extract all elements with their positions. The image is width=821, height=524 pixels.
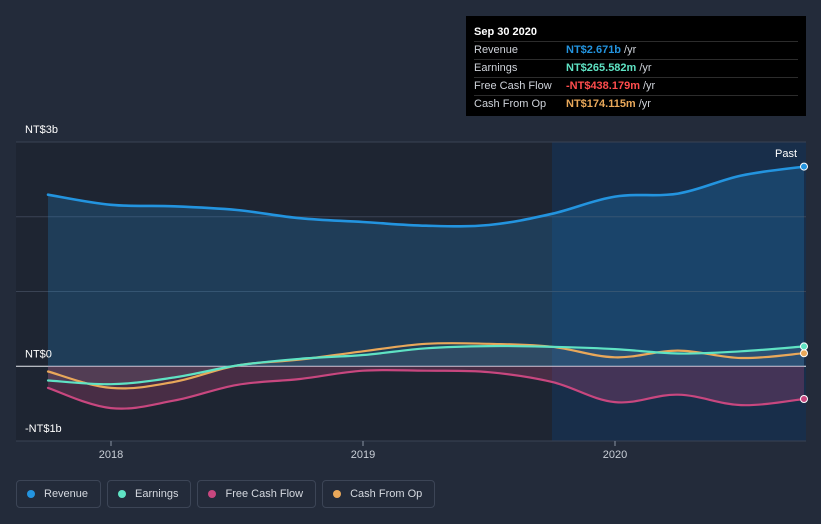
tooltip-row-free-cash-flow: Free Cash Flow -NT$438.179m /yr: [474, 78, 798, 96]
revenue-area: [48, 166, 804, 367]
legend-dot-icon: [118, 490, 127, 498]
tooltip-panel: Sep 30 2020 Revenue NT$2.671b /yr Earnin…: [466, 16, 806, 116]
earnings-point: [614, 348, 617, 351]
earnings-point: [677, 352, 680, 355]
tooltip-unit: /yr: [643, 80, 656, 92]
cash-from-op-point: [800, 349, 808, 358]
cash-from-op-point: [173, 380, 176, 383]
y-tick-label: NT$0: [25, 348, 52, 360]
tooltip-unit: /yr: [638, 98, 651, 110]
tooltip-value: -NT$438.179m: [566, 80, 640, 92]
earnings-revenue-chart: NT$3b NT$0 -NT$1b 2018 2019 2020 Past: [16, 124, 808, 461]
free-cash-flow-point: [47, 386, 50, 389]
x-tick-label: 2018: [99, 449, 123, 461]
cash-from-op-point: [425, 342, 428, 345]
legend-label: Revenue: [44, 488, 89, 500]
revenue-point: [362, 220, 365, 223]
cash-from-op-point: [47, 370, 50, 373]
free-cash-flow-point: [551, 380, 554, 383]
tooltip-date: Sep 30 2020: [474, 24, 798, 42]
free-cash-flow-area: [48, 366, 804, 409]
tooltip-unit: /yr: [624, 44, 637, 56]
earnings-point: [800, 342, 808, 351]
legend-item-cash-from-op[interactable]: Cash From Op: [322, 480, 436, 508]
legend-label: Cash From Op: [350, 488, 423, 500]
free-cash-flow-point: [740, 404, 743, 407]
legend-dot-icon: [27, 490, 35, 498]
free-cash-flow-point: [425, 369, 428, 372]
revenue-line: [46, 165, 806, 228]
tooltip-value: NT$2.671b: [566, 44, 622, 56]
cash-from-op-line: [46, 341, 806, 390]
earnings-point: [236, 364, 239, 367]
earnings-point: [110, 383, 113, 386]
legend-item-free-cash-flow[interactable]: Free Cash Flow: [197, 480, 317, 508]
earnings-point: [740, 350, 743, 353]
revenue-point: [425, 224, 428, 227]
earnings-point: [425, 347, 428, 350]
x-tick-label: 2020: [603, 449, 627, 461]
tooltip-row-cash-from-op: Cash From Op NT$174.115m /yr: [474, 96, 798, 113]
revenue-point: [740, 174, 743, 177]
legend-label: Earnings: [135, 488, 179, 500]
earnings-point: [299, 357, 302, 360]
x-tick-label: 2019: [351, 449, 375, 461]
legend-dot-icon: [333, 490, 342, 498]
free-cash-flow-point: [173, 399, 176, 402]
tooltip-row-revenue: Revenue NT$2.671b /yr: [474, 42, 798, 60]
tooltip-label: Cash From Op: [474, 98, 547, 110]
cash-from-op-point: [614, 356, 617, 359]
past-label: Past: [775, 148, 797, 160]
chart-legend: Revenue Earnings Free Cash Flow Cash Fro…: [16, 480, 436, 508]
cash-from-op-point: [362, 350, 365, 353]
revenue-point: [110, 203, 113, 206]
earnings-area: [48, 346, 804, 385]
earnings-point: [173, 376, 176, 379]
free-cash-flow-point: [299, 377, 302, 380]
cash-from-op-point: [740, 357, 743, 360]
cash-from-op-point: [677, 349, 680, 352]
tooltip-label: Revenue: [474, 44, 519, 56]
tooltip-row-earnings: Earnings NT$265.582m /yr: [474, 60, 798, 78]
tooltip-value: NT$174.115m: [566, 98, 636, 110]
legend-label: Free Cash Flow: [225, 488, 304, 500]
tooltip-label: Free Cash Flow: [474, 80, 552, 92]
free-cash-flow-point: [236, 383, 239, 386]
earnings-point: [362, 354, 365, 357]
revenue-point: [236, 209, 239, 212]
earnings-point: [551, 345, 554, 348]
free-cash-flow-point: [488, 371, 491, 374]
revenue-point: [677, 192, 680, 195]
tooltip-value: NT$265.582m: [566, 62, 637, 74]
free-cash-flow-point: [800, 395, 808, 404]
earnings-line: [46, 344, 806, 386]
legend-item-revenue[interactable]: Revenue: [16, 480, 102, 508]
revenue-point: [299, 217, 302, 220]
revenue-point: [614, 195, 617, 198]
y-tick-label: -NT$1b: [25, 423, 62, 435]
cash-from-op-point: [110, 386, 113, 389]
revenue-point: [488, 223, 491, 226]
tooltip-label: Earnings: [474, 62, 518, 74]
free-cash-flow-point: [614, 401, 617, 404]
revenue-point: [173, 205, 176, 208]
revenue-point: [800, 162, 808, 171]
free-cash-flow-point: [677, 393, 680, 396]
legend-dot-icon: [208, 490, 217, 498]
free-cash-flow-point: [110, 407, 113, 410]
revenue-point: [551, 212, 554, 215]
free-cash-flow-point: [362, 369, 365, 372]
earnings-point: [488, 345, 491, 348]
free-cash-flow-line: [46, 368, 806, 410]
revenue-point: [47, 193, 50, 196]
tooltip-unit: /yr: [639, 62, 652, 74]
legend-item-earnings[interactable]: Earnings: [107, 480, 192, 508]
y-tick-label: NT$3b: [25, 124, 58, 136]
earnings-point: [47, 379, 50, 382]
